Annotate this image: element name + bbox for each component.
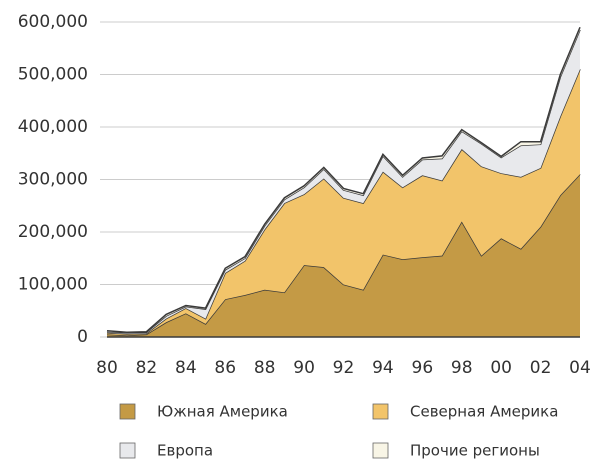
x-tick-label: 84 <box>175 358 197 378</box>
legend-swatch <box>119 403 136 420</box>
x-tick-label: 80 <box>96 358 118 378</box>
x-tick-label: 98 <box>451 358 473 378</box>
x-tick-label: 92 <box>333 358 355 378</box>
y-tick-label: 400,000 <box>18 117 88 137</box>
legend-swatch <box>372 403 389 420</box>
y-tick-label: 200,000 <box>18 222 88 242</box>
area-outline <box>106 26 581 334</box>
x-tick-label: 88 <box>254 358 276 378</box>
legend-swatch <box>119 442 136 459</box>
area <box>107 174 580 337</box>
x-tick-label: 02 <box>530 358 552 378</box>
x-tick-label: 04 <box>569 358 591 378</box>
x-tick-label: 90 <box>293 358 315 378</box>
x-tick-label: 82 <box>136 358 158 378</box>
legend-swatch <box>372 442 389 459</box>
y-tick-label: 300,000 <box>18 170 88 190</box>
x-tick-label: 96 <box>412 358 434 378</box>
y-tick-label: 500,000 <box>18 65 88 85</box>
x-tick-label: 86 <box>214 358 236 378</box>
y-tick-label: 600,000 <box>18 12 88 32</box>
y-tick-label: 0 <box>77 327 88 347</box>
x-tick-label: 00 <box>490 358 512 378</box>
y-tick-label: 100,000 <box>18 275 88 295</box>
legend-label: Европа <box>157 442 213 460</box>
x-tick-label: 94 <box>372 358 394 378</box>
legend-label: Южная Америка <box>157 403 288 421</box>
legend-label: Прочие регионы <box>410 442 540 460</box>
legend-label: Северная Америка <box>410 403 558 421</box>
area <box>107 69 580 336</box>
